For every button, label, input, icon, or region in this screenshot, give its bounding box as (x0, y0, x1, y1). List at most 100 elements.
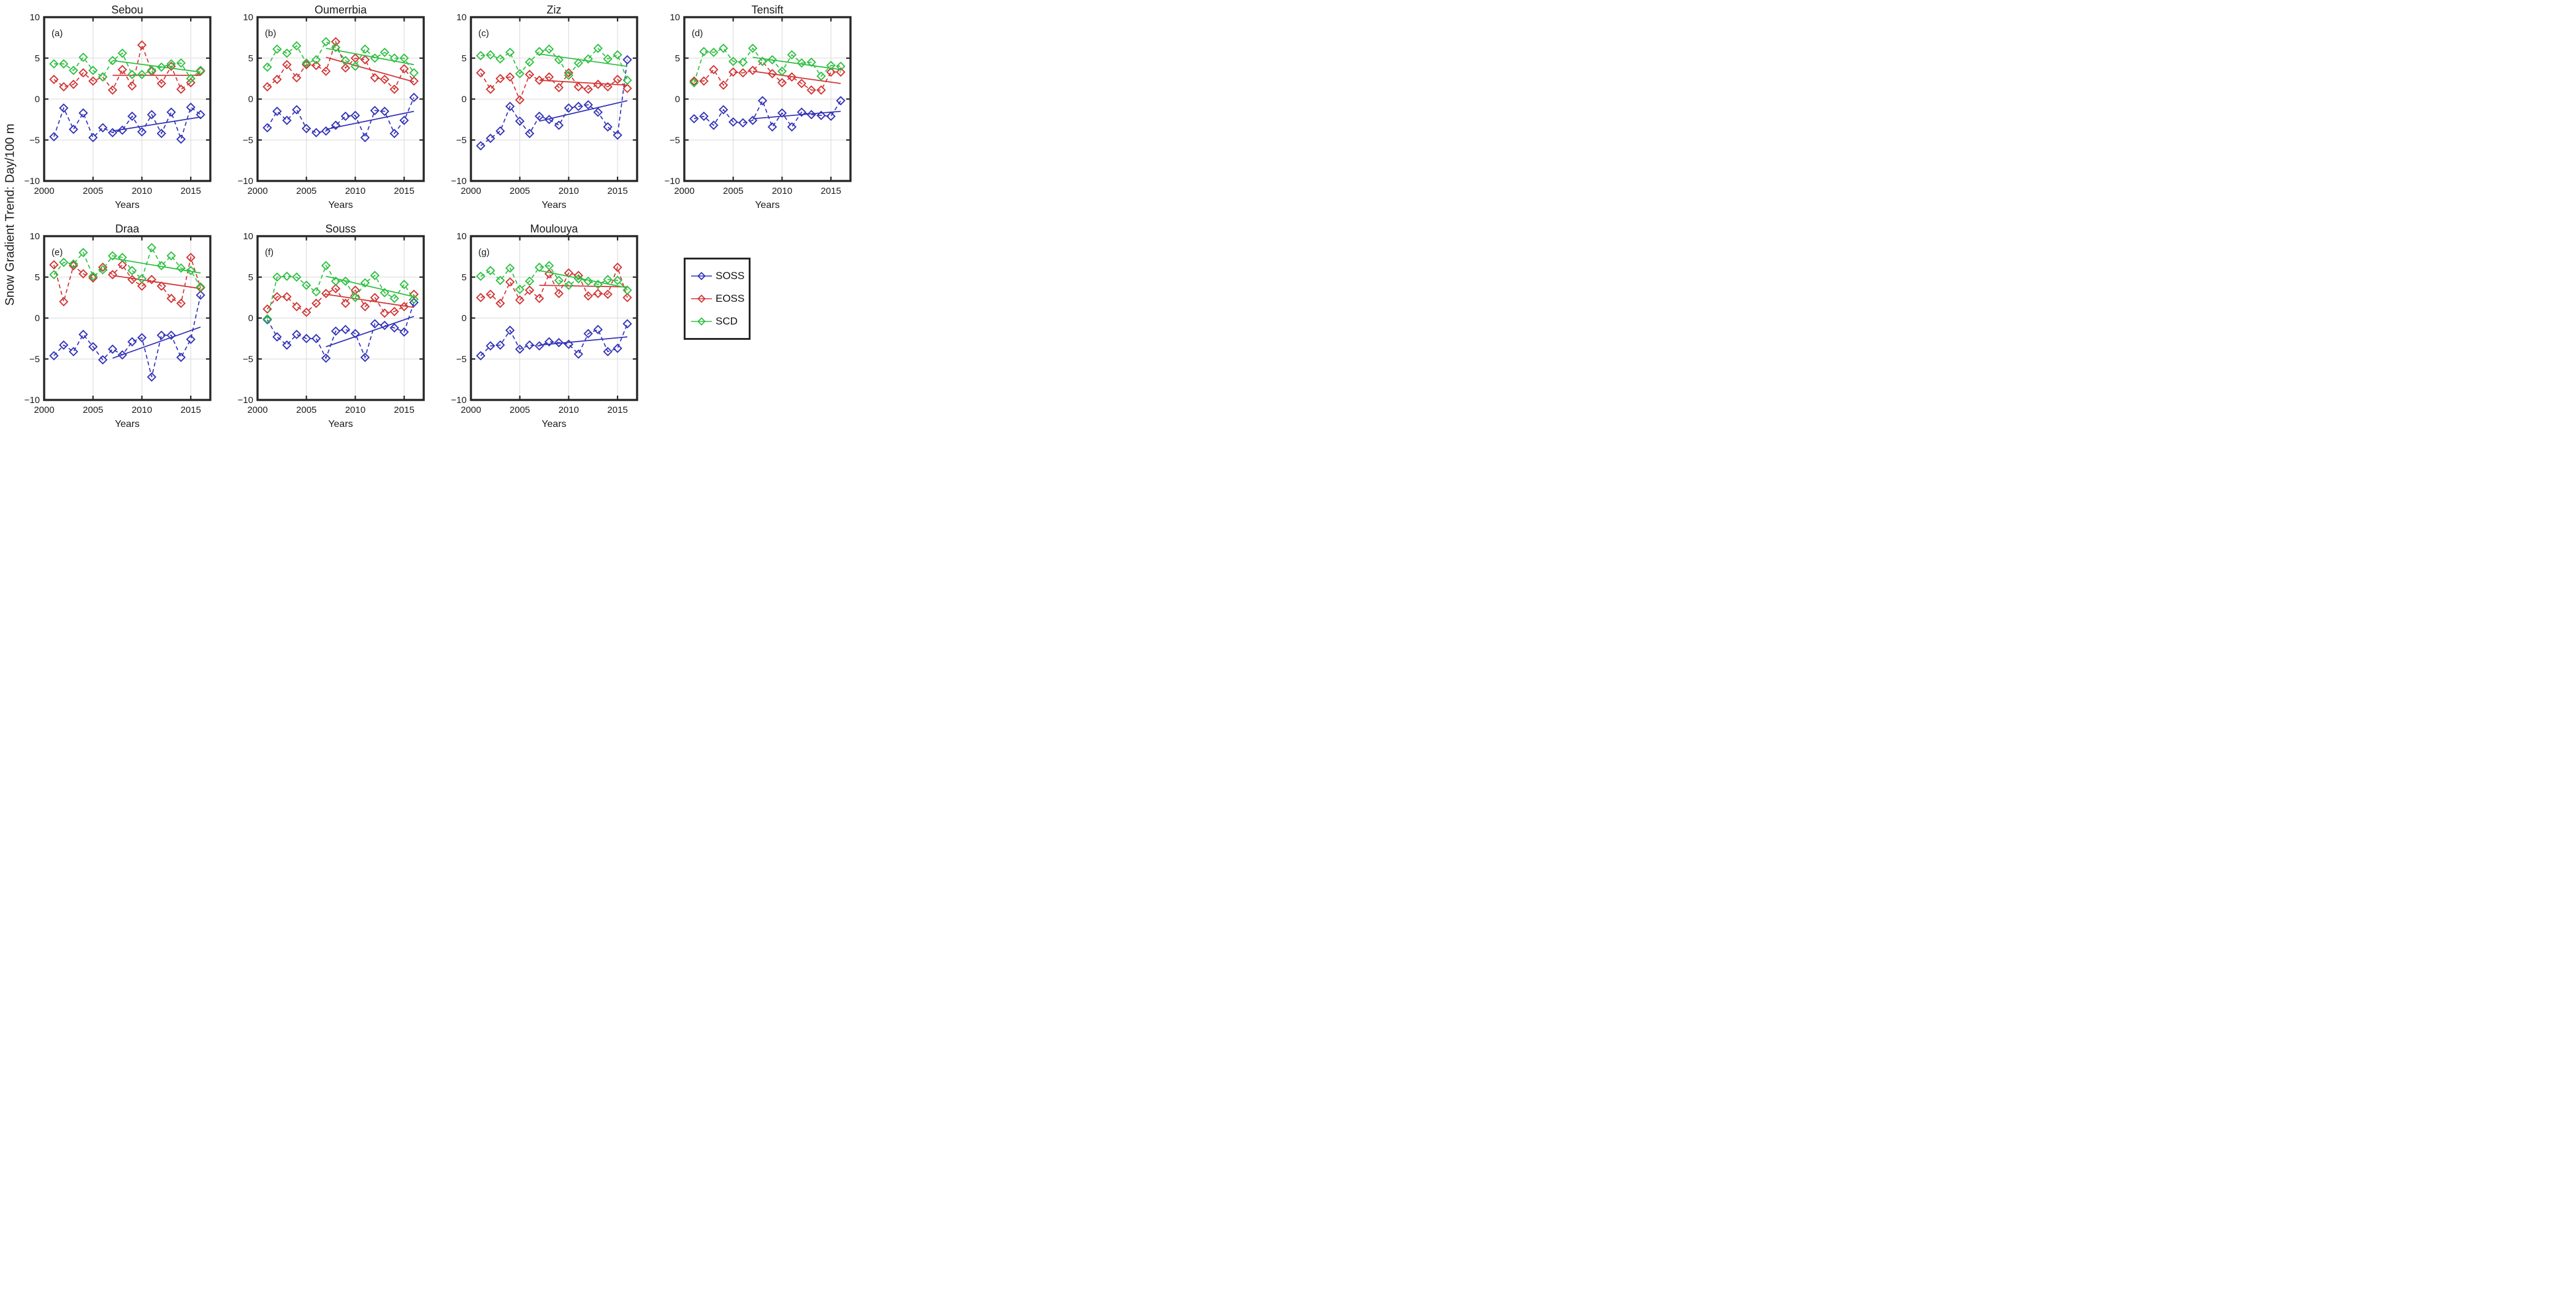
x-tick-label: 2010 (772, 186, 792, 196)
x-tick-label: 2015 (607, 186, 627, 196)
y-tick-label: 5 (35, 53, 40, 64)
legend-label-eoss: EOSS (716, 293, 745, 304)
series-SOSS-line (53, 106, 201, 141)
tensift-chart: 2000 2005 2010 2015 10 5 0 −5 −10 Tensift (d) Years (665, 5, 852, 210)
panel-title: Moulouya (530, 224, 578, 235)
x-tick-label: 2000 (461, 186, 481, 196)
series-SCD-line (480, 47, 628, 81)
legend-sample-diamond (697, 272, 706, 280)
panel-title: Ziz (547, 5, 562, 16)
y-tick-label: −5 (456, 135, 467, 145)
series-EOSS-line (480, 72, 628, 102)
series-EOSS-line (480, 266, 628, 304)
x-tick-label: 2000 (34, 405, 54, 415)
trend-EOSS (326, 293, 415, 309)
y-tick-label: −10 (25, 176, 40, 186)
trend-SOSS (752, 110, 841, 120)
soss-line-diamond-icon (691, 272, 712, 280)
panel-ziz: 2000 2005 2010 2015 10 5 0 −5 −10 Ziz (c) Years (440, 5, 654, 213)
y-tick-label: −5 (243, 354, 253, 364)
legend-label-scd: SCD (716, 315, 738, 327)
trend-SCD (539, 53, 628, 67)
y-tick-label: 5 (675, 53, 680, 64)
x-tick-label: 2005 (510, 405, 530, 415)
trend-SOSS (539, 336, 628, 346)
trend-SCD (752, 56, 841, 71)
series-EOSS-markers (262, 37, 419, 94)
trend-SCD (326, 47, 415, 66)
panel-title: Draa (115, 224, 140, 235)
x-tick-label: 2005 (510, 186, 530, 196)
y-tick-label: −10 (665, 176, 680, 186)
panel-letter: (d) (692, 28, 703, 39)
series-EOSS-line (53, 255, 201, 304)
legend-item-soss: SOSS (690, 270, 749, 282)
series-SOSS-line (480, 323, 628, 356)
y-tick-label: −5 (243, 135, 253, 145)
x-tick-label: 2000 (247, 186, 267, 196)
y-tick-label: 0 (462, 94, 467, 105)
y-tick-label: −10 (238, 395, 253, 405)
y-tick-label: −5 (670, 135, 680, 145)
trend-SCD (112, 60, 201, 73)
panel-souss: 2000 2005 2010 2015 10 5 0 −5 −10 Souss (f) Years (227, 224, 440, 430)
series-SCD-markers (262, 261, 419, 324)
panel-tensift: 2000 2005 2010 2015 10 5 0 −5 −10 Tensift (d) Years (654, 5, 858, 213)
y-tick-label: 10 (456, 231, 467, 242)
x-tick-label: 2010 (345, 186, 365, 196)
trend-EOSS (752, 71, 841, 85)
series-SCD-markers (689, 44, 846, 88)
y-tick-label: 10 (29, 12, 40, 23)
x-tick-label: 2010 (559, 186, 579, 196)
x-tick-label: 2005 (83, 405, 103, 415)
x-axis-label: Years (541, 419, 566, 429)
y-tick-label: −5 (29, 135, 40, 145)
legend-item-scd: SCD (690, 315, 749, 328)
panel-letter: (g) (478, 247, 489, 258)
x-tick-label: 2000 (34, 186, 54, 196)
legend-label-soss: SOSS (716, 270, 745, 282)
y-tick-label: 0 (35, 313, 40, 324)
y-tick-label: 0 (248, 313, 253, 324)
y-tick-label: −5 (456, 354, 467, 364)
series-SCD-line (53, 52, 201, 80)
trend-SOSS (326, 110, 415, 130)
x-tick-label: 2005 (723, 186, 743, 196)
panel-title: Souss (325, 224, 356, 235)
series-SCD-markers (49, 48, 205, 83)
series-SCD-markers (476, 44, 632, 85)
panel-draa: 2000 2005 2010 2015 10 5 0 −5 −10 Draa (e) Years (13, 224, 227, 430)
legend-sample-diamond (697, 294, 706, 303)
x-axis-label: Years (115, 419, 139, 429)
y-tick-label: −10 (238, 176, 253, 186)
x-tick-label: 2010 (559, 405, 579, 415)
trend-SCD (539, 270, 628, 288)
x-tick-label: 2005 (83, 186, 103, 196)
moulouya-chart: 2000 2005 2010 2015 10 5 0 −5 −10 Moulouya (g) Year… (451, 224, 638, 429)
panel-title: Sebou (111, 5, 143, 16)
legend-item-eoss: EOSS (690, 293, 749, 305)
y-tick-label: 0 (462, 313, 467, 324)
series-SCD-line (267, 264, 415, 319)
series-SCD-markers (262, 37, 419, 78)
series-SOSS-line (53, 294, 201, 377)
draa-chart: 2000 2005 2010 2015 10 5 0 −5 −10 Draa (e) Years (25, 224, 212, 429)
legend-sample-diamond (697, 317, 706, 326)
trend-SOSS (112, 116, 201, 132)
panel-letter: (c) (478, 28, 489, 39)
x-axis-label: Years (328, 200, 353, 210)
figure-canvas: Snow Gradient Trend: Day/100 m 2000 2005 2… (0, 0, 858, 430)
x-tick-label: 2000 (247, 405, 267, 415)
series-EOSS-markers (49, 253, 205, 309)
panel-letter: (a) (52, 28, 63, 39)
panel-title: Oumerrbia (315, 5, 367, 16)
trend-EOSS (326, 56, 415, 83)
series-SOSS-markers (476, 319, 632, 361)
series-SOSS-markers (49, 290, 205, 382)
panel-moulouya: 2000 2005 2010 2015 10 5 0 −5 −10 Moulouya (g) Year… (440, 224, 654, 430)
trend-EOSS (539, 79, 628, 86)
y-tick-label: 10 (456, 12, 467, 23)
trend-SOSS (539, 100, 628, 122)
y-tick-label: 5 (35, 272, 40, 283)
x-tick-label: 2010 (132, 186, 152, 196)
